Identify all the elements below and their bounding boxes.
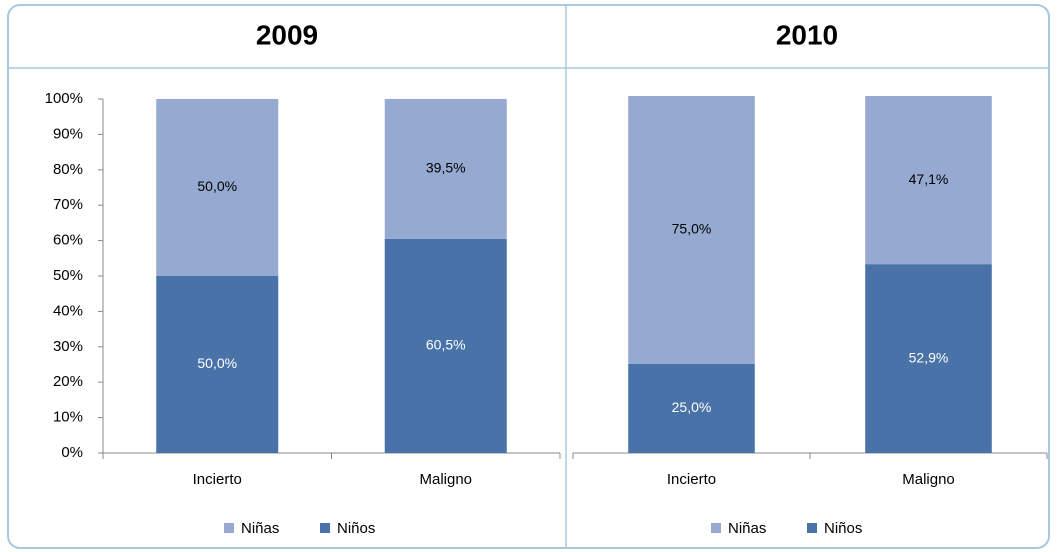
x-tick-label: Maligno xyxy=(419,471,472,488)
y-tick-label: 70% xyxy=(53,196,83,213)
legend-swatch xyxy=(224,523,234,533)
legend-label: Niños xyxy=(337,520,375,537)
y-tick-label: 50% xyxy=(53,267,83,284)
legend-label: Niñas xyxy=(241,520,279,537)
value-label: 60,5% xyxy=(426,337,466,353)
y-tick-label: 20% xyxy=(53,373,83,390)
legend-label: Niños xyxy=(824,520,862,537)
bar-segment xyxy=(384,238,507,453)
legend-swatch xyxy=(807,523,817,533)
value-label: 75,0% xyxy=(672,221,712,237)
x-tick-label: Incierto xyxy=(193,471,242,488)
y-tick-label: 60% xyxy=(53,232,83,249)
x-tick-label: Incierto xyxy=(667,471,716,488)
value-label: 50,0% xyxy=(197,178,237,194)
bar-segment xyxy=(628,96,755,364)
bar-segment xyxy=(628,363,755,453)
bar-segment xyxy=(384,99,507,239)
y-tick-label: 30% xyxy=(53,338,83,355)
value-label: 47,1% xyxy=(909,171,949,187)
bar-segment xyxy=(156,276,279,453)
bar-segment xyxy=(156,99,279,276)
y-tick-label: 10% xyxy=(53,409,83,426)
value-label: 50,0% xyxy=(197,355,237,371)
y-tick-label: 90% xyxy=(53,125,83,142)
legend-label: Niñas xyxy=(728,520,766,537)
bar-segment xyxy=(865,264,992,453)
value-label: 25,0% xyxy=(672,399,712,415)
legend-swatch xyxy=(711,523,721,533)
y-tick-label: 0% xyxy=(61,444,83,461)
value-label: 39,5% xyxy=(426,160,466,176)
legend-swatch xyxy=(320,523,330,533)
y-tick-label: 80% xyxy=(53,161,83,178)
x-tick-label: Maligno xyxy=(902,471,955,488)
y-tick-label: 40% xyxy=(53,302,83,319)
chart-title: 2009 xyxy=(256,19,318,50)
y-tick-label: 100% xyxy=(45,90,83,107)
chart-title: 2010 xyxy=(776,19,838,50)
bar-segment xyxy=(865,96,992,265)
value-label: 52,9% xyxy=(909,349,949,365)
